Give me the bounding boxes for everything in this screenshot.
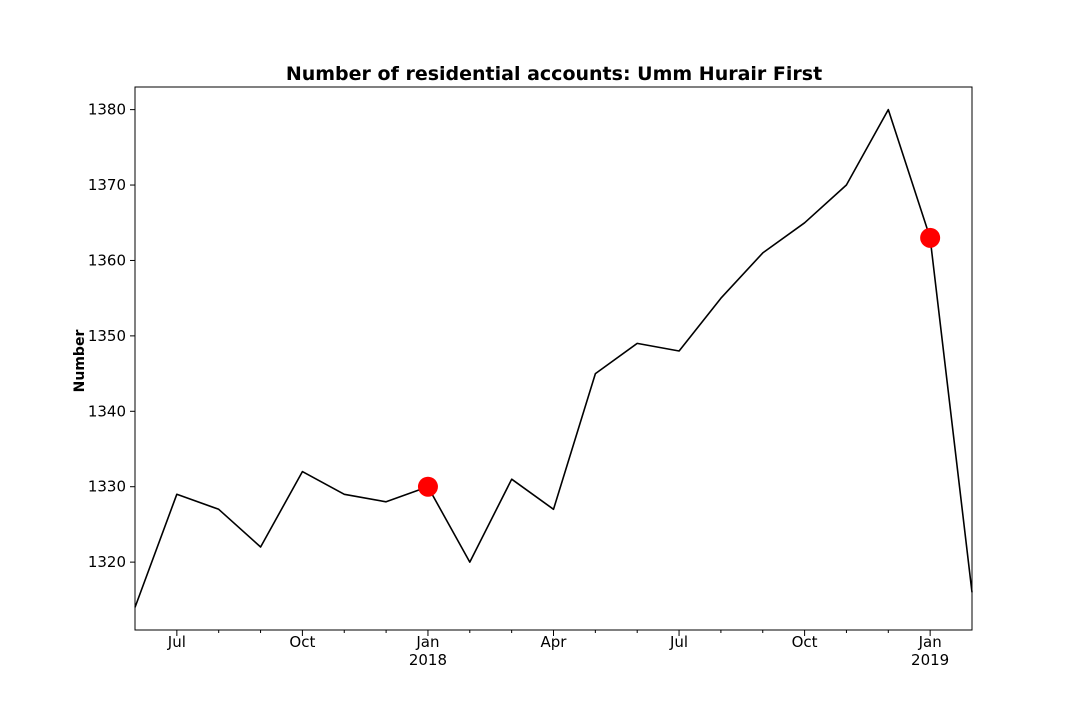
x-tick-label: Jan — [918, 633, 942, 651]
y-tick-label: 1370 — [88, 176, 126, 194]
y-tick-label: 1340 — [88, 402, 126, 420]
plot-frame — [134, 86, 973, 631]
x-tick-year-label: 2018 — [409, 651, 447, 669]
y-tick-label: 1360 — [88, 251, 126, 269]
y-tick-label: 1380 — [88, 101, 126, 119]
x-tick-year-label: 2019 — [911, 651, 949, 669]
highlight-point — [417, 476, 438, 497]
y-axis-label: Number — [72, 330, 88, 393]
x-tick-label: Jul — [167, 633, 186, 651]
series-line — [134, 108, 973, 608]
y-tick-label: 1320 — [88, 553, 126, 571]
y-tick-label: 1350 — [88, 327, 126, 345]
x-tick-label: Jan — [415, 633, 439, 651]
x-tick-label: Apr — [541, 633, 568, 651]
chart-title: Number of residential accounts: Umm Hura… — [286, 63, 822, 85]
y-tick-label: 1330 — [88, 478, 126, 496]
x-tick-label: Oct — [792, 633, 818, 651]
highlight-point — [920, 227, 941, 248]
x-tick-label: Jul — [669, 633, 688, 651]
x-tick-label: Oct — [289, 633, 315, 651]
